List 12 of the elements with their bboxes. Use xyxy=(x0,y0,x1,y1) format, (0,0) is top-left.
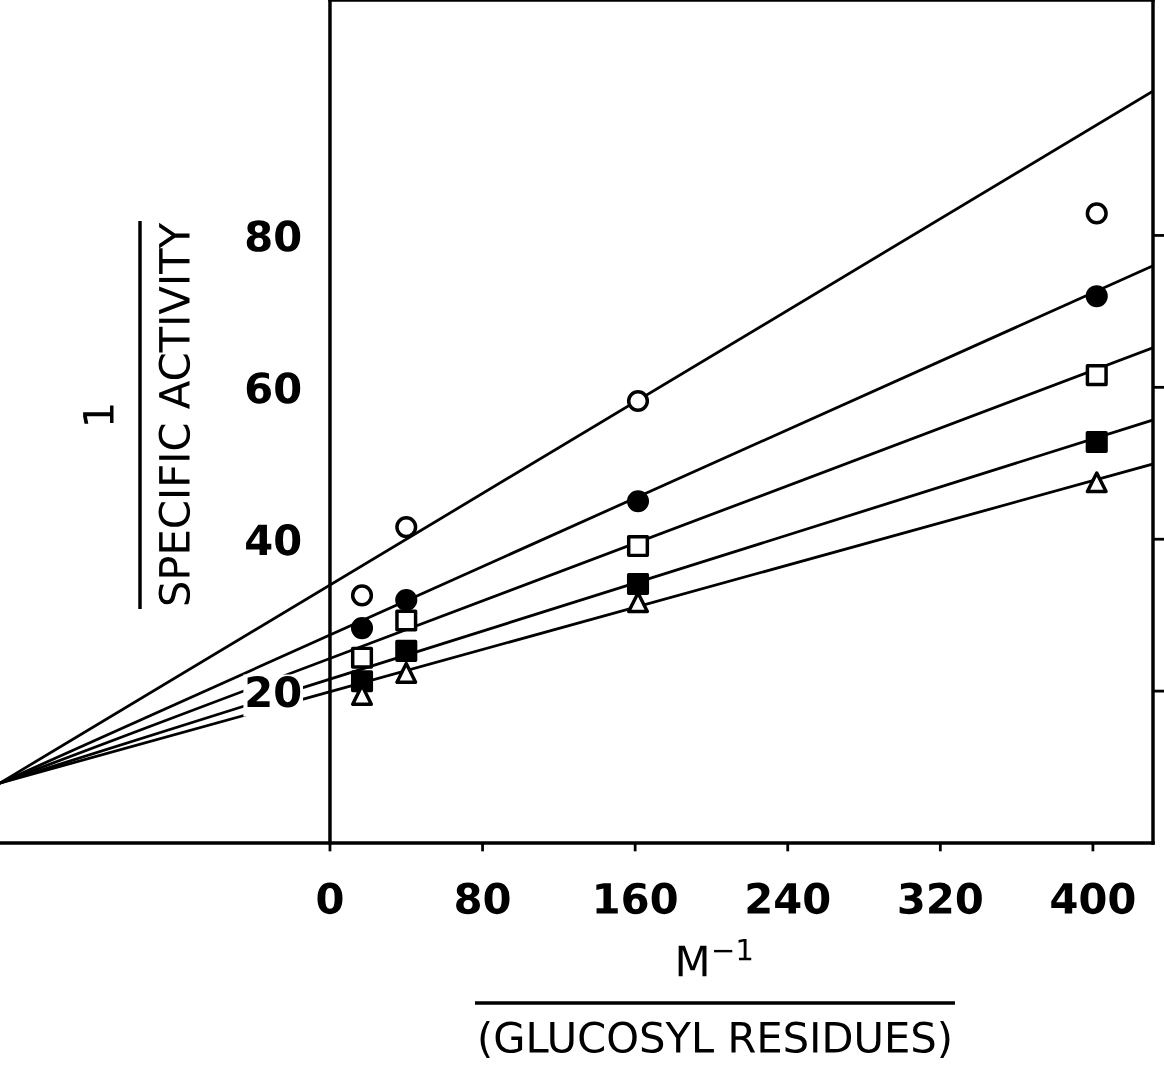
y-tick-label: 60 xyxy=(246,372,301,404)
y-axis-title: 1 SPECIFIC ACTIVITY xyxy=(83,222,191,605)
x-tick-label: 0 xyxy=(317,882,343,915)
x-tick-label: 160 xyxy=(596,882,677,915)
x-tick-label: 320 xyxy=(899,882,982,915)
x-tick-label: 80 xyxy=(456,882,510,915)
y-tick-label: 80 xyxy=(246,220,301,252)
x-tick-label: 400 xyxy=(1051,882,1135,915)
y-tick-label: 20 xyxy=(247,676,301,708)
text: M$^{−1}$ (GLUCOSYL RESIDUES) xyxy=(480,939,950,1058)
y-tick-label: 40 xyxy=(246,524,301,556)
x-tick-label: 240 xyxy=(747,882,830,915)
